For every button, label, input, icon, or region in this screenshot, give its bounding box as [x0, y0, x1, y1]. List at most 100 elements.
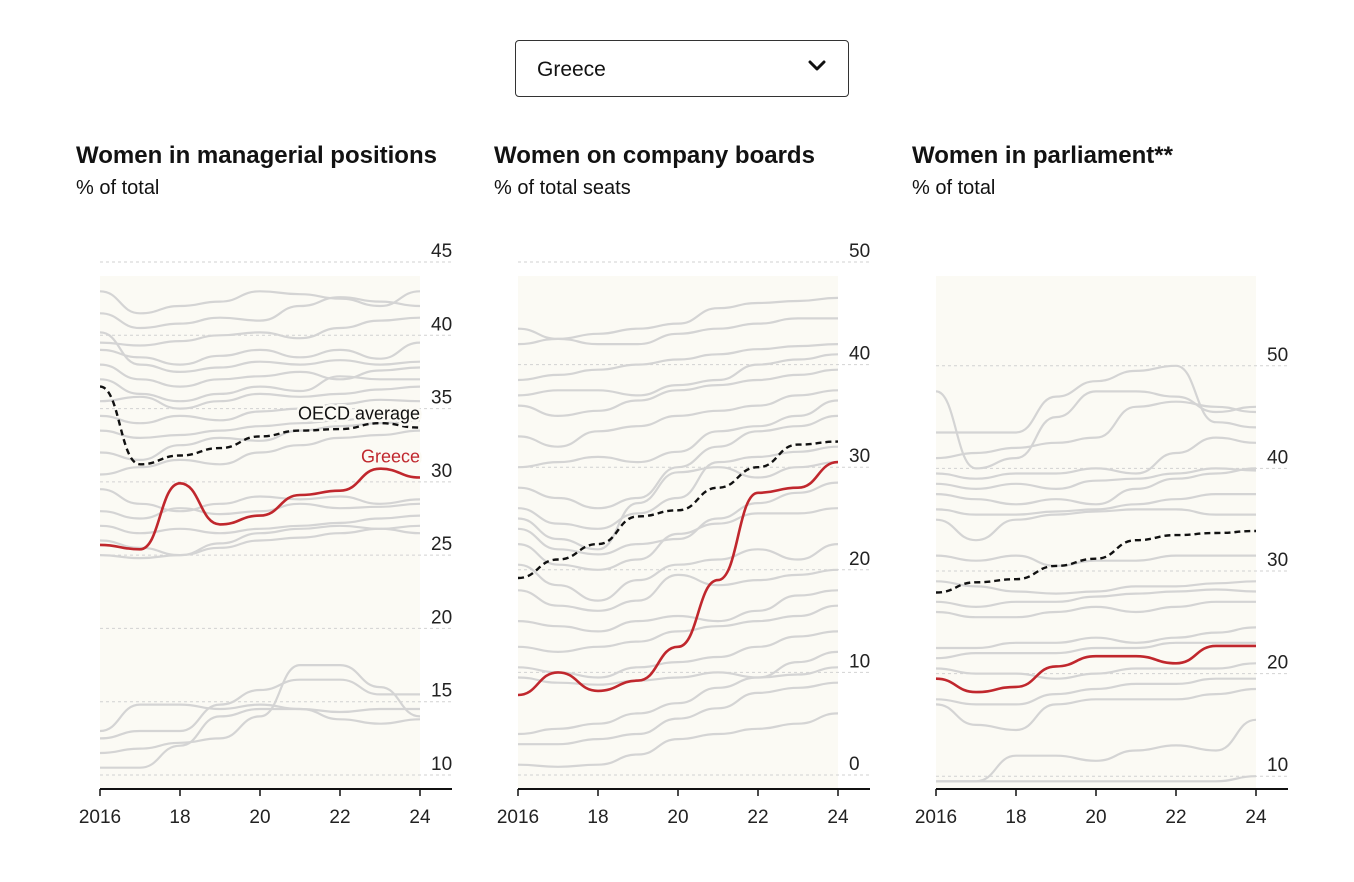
country-line — [517, 445, 839, 530]
chart-1-title: Women in managerial positions — [76, 142, 437, 169]
country-line — [99, 290, 421, 315]
y-tick-label: 30 — [1267, 550, 1288, 571]
x-tick-label: 24 — [409, 807, 431, 828]
country-line — [99, 663, 421, 755]
country-line — [99, 331, 421, 374]
country-line — [99, 296, 421, 330]
country-line — [99, 488, 421, 513]
country-line — [935, 467, 1257, 491]
country-line — [99, 429, 421, 476]
y-tick-label: 30 — [849, 446, 870, 467]
y-tick-label: 20 — [1267, 653, 1288, 674]
country-line — [99, 707, 421, 769]
country-line — [99, 316, 421, 347]
y-tick-label: 20 — [849, 549, 870, 570]
country-line — [517, 604, 839, 654]
country-line — [935, 775, 1257, 783]
country-line — [935, 508, 1257, 542]
country-line — [99, 514, 421, 535]
x-tick-label: 18 — [169, 807, 190, 828]
country-line — [517, 317, 838, 346]
y-tick-label: 20 — [431, 607, 452, 628]
chart-3-title: Women in parliament** — [912, 142, 1173, 169]
country-line — [517, 343, 839, 382]
country-line — [517, 353, 839, 397]
greece-line — [517, 460, 839, 697]
y-tick-label: 15 — [431, 681, 452, 702]
chart-2: 0 10 20 30 40 50 2016 18 20 22 24 — [497, 241, 870, 828]
country-line — [99, 703, 420, 733]
country-line — [935, 662, 1257, 680]
country-line — [935, 390, 1257, 470]
country-line — [935, 467, 1257, 506]
country-line — [517, 414, 839, 510]
x-tick-label: 22 — [1165, 807, 1186, 828]
chart-3-subtitle: % of total — [912, 177, 996, 199]
country-line — [517, 507, 839, 571]
country-line — [99, 410, 421, 440]
chevron-down-icon — [808, 60, 826, 71]
plot-background — [518, 276, 838, 789]
country-line — [99, 678, 420, 740]
y-tick-label: 40 — [849, 344, 870, 365]
country-line — [517, 650, 839, 736]
x-tick-label: 24 — [1245, 807, 1267, 828]
y-tick-label: 45 — [431, 241, 452, 262]
country-line — [99, 527, 421, 560]
y-tick-label: 40 — [1267, 447, 1288, 468]
x-tick-label: 2016 — [79, 807, 121, 828]
x-tick-label: 22 — [747, 807, 768, 828]
x-tick-label: 24 — [827, 807, 849, 828]
country-line — [935, 493, 1256, 516]
country-line — [517, 568, 839, 612]
country-line — [99, 375, 420, 403]
country-line — [517, 399, 839, 469]
country-line — [935, 687, 1257, 732]
y-tick-label: 10 — [1267, 755, 1288, 776]
y-tick-label: 50 — [849, 241, 870, 262]
country-line — [517, 543, 839, 602]
y-tick-label: 50 — [1267, 345, 1288, 366]
country-line — [517, 589, 839, 633]
country-line — [99, 385, 421, 410]
country-line — [517, 666, 839, 686]
chart-1: 10 15 20 25 30 35 40 45 2016 18 20 22 24 OECD average… — [79, 241, 452, 828]
x-tick-label: 18 — [587, 807, 608, 828]
country-line — [935, 641, 1256, 660]
country-dropdown[interactable]: Greece — [515, 40, 849, 97]
country-line — [517, 389, 839, 448]
country-line — [935, 718, 1257, 783]
greece-label: Greece — [361, 446, 420, 466]
country-line — [935, 436, 1257, 480]
oecd-average-line — [935, 529, 1257, 594]
greece-line — [935, 644, 1256, 694]
x-tick-label: 20 — [249, 807, 270, 828]
x-tick-label: 22 — [329, 807, 350, 828]
chart-1-subtitle: % of total — [76, 177, 160, 199]
oecd-average-line — [517, 440, 839, 580]
country-line — [99, 363, 421, 388]
country-line — [517, 681, 839, 746]
country-line — [935, 600, 1256, 619]
country-line — [99, 398, 421, 425]
oecd-average-line — [99, 385, 421, 466]
country-line — [935, 588, 1257, 609]
country-line — [936, 626, 1257, 650]
country-dropdown-value: Greece — [537, 58, 606, 81]
chart-2-subtitle: % of total seats — [494, 177, 631, 199]
country-line — [517, 630, 839, 679]
y-tick-label: 10 — [849, 651, 870, 672]
x-tick-label: 2016 — [497, 807, 539, 828]
country-line — [99, 524, 421, 557]
country-line — [517, 481, 839, 556]
country-line — [935, 554, 1256, 568]
x-tick-label: 20 — [1085, 807, 1106, 828]
oecd-average-label: OECD average — [298, 404, 420, 424]
y-tick-label: 30 — [431, 461, 452, 482]
y-tick-label: 10 — [431, 754, 452, 775]
country-line — [935, 400, 1257, 460]
country-line — [99, 341, 421, 366]
country-line — [935, 677, 1256, 706]
x-tick-label: 18 — [1005, 807, 1026, 828]
